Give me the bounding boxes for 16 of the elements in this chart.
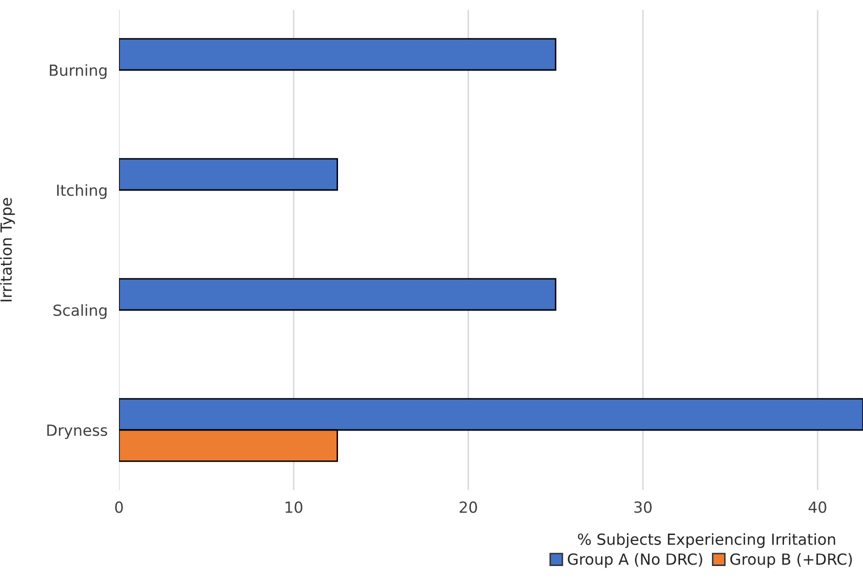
x-tick-label: 30: [634, 501, 652, 513]
x-axis-title: % Subjects Experiencing Irritation: [578, 533, 836, 548]
y-tick-label: Scaling: [54, 304, 106, 319]
x-tick-label: 20: [460, 501, 477, 513]
x-tick-label: 0: [115, 501, 123, 513]
x-tick-label: 10: [286, 501, 302, 513]
legend-label: Group B (+DRC): [730, 553, 852, 568]
bar: [119, 158, 338, 191]
bar: [119, 38, 556, 71]
x-tick-label: 40: [808, 501, 826, 513]
y-tick-label: Itching: [57, 184, 106, 199]
y-tick-label: Dryness: [47, 424, 108, 439]
y-axis-title: Irritation Type: [0, 198, 15, 302]
y-tick-label: Burning: [50, 64, 106, 79]
legend-label: Group A (No DRC): [568, 553, 702, 568]
bar: [119, 278, 556, 311]
